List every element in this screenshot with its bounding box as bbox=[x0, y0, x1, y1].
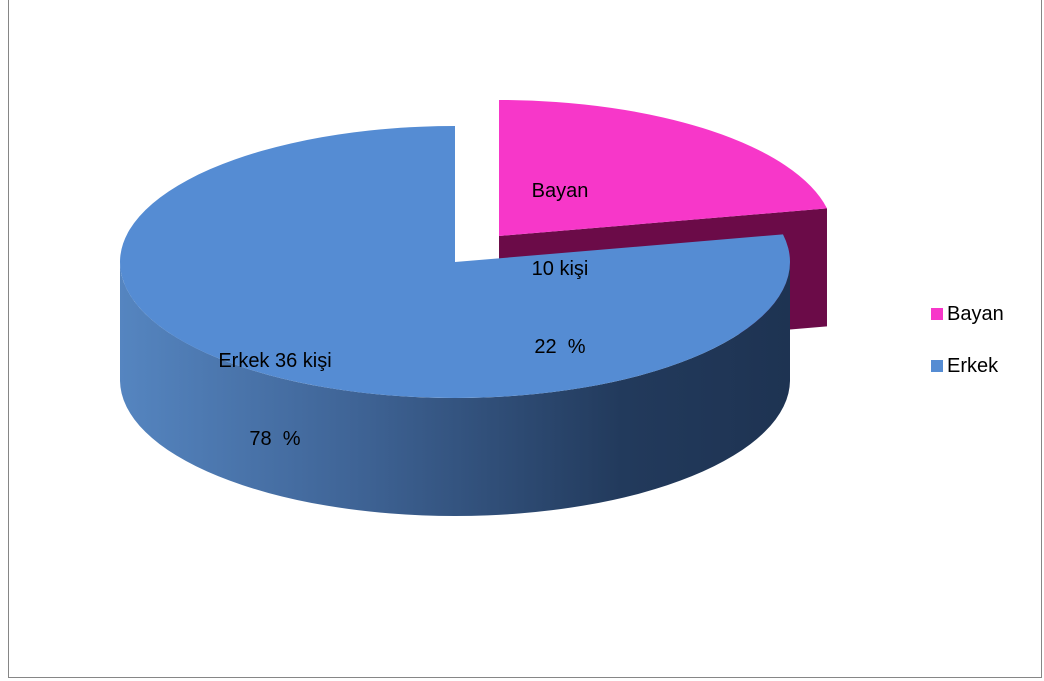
bayan-label-line-2: 10 kişi bbox=[531, 258, 589, 280]
legend-label-bayan: Bayan bbox=[947, 302, 1004, 325]
erkek-label-line-2: 78 % bbox=[249, 428, 301, 450]
bayan-data-label: Bayan 10 kişi 22 % bbox=[505, 126, 615, 386]
bayan-label-line-1: Bayan bbox=[531, 180, 589, 202]
erkek-label-line-1: Erkek 36 kişi bbox=[218, 350, 332, 372]
bayan-label-line-3: 22 % bbox=[534, 336, 586, 358]
legend-label-erkek: Erkek bbox=[947, 354, 999, 377]
erkek-data-label: Erkek 36 kişi 78 % bbox=[185, 296, 365, 478]
legend-swatch-erkek bbox=[931, 360, 943, 372]
legend-item-bayan: Bayan bbox=[931, 300, 1004, 328]
legend-swatch-bayan bbox=[931, 308, 943, 320]
chart-legend: Bayan Erkek bbox=[931, 300, 1004, 380]
legend-item-erkek: Erkek bbox=[931, 352, 1004, 380]
erkek-side-wall bbox=[120, 262, 790, 516]
bayan-slice bbox=[499, 100, 827, 236]
erkek-slice bbox=[120, 126, 790, 398]
